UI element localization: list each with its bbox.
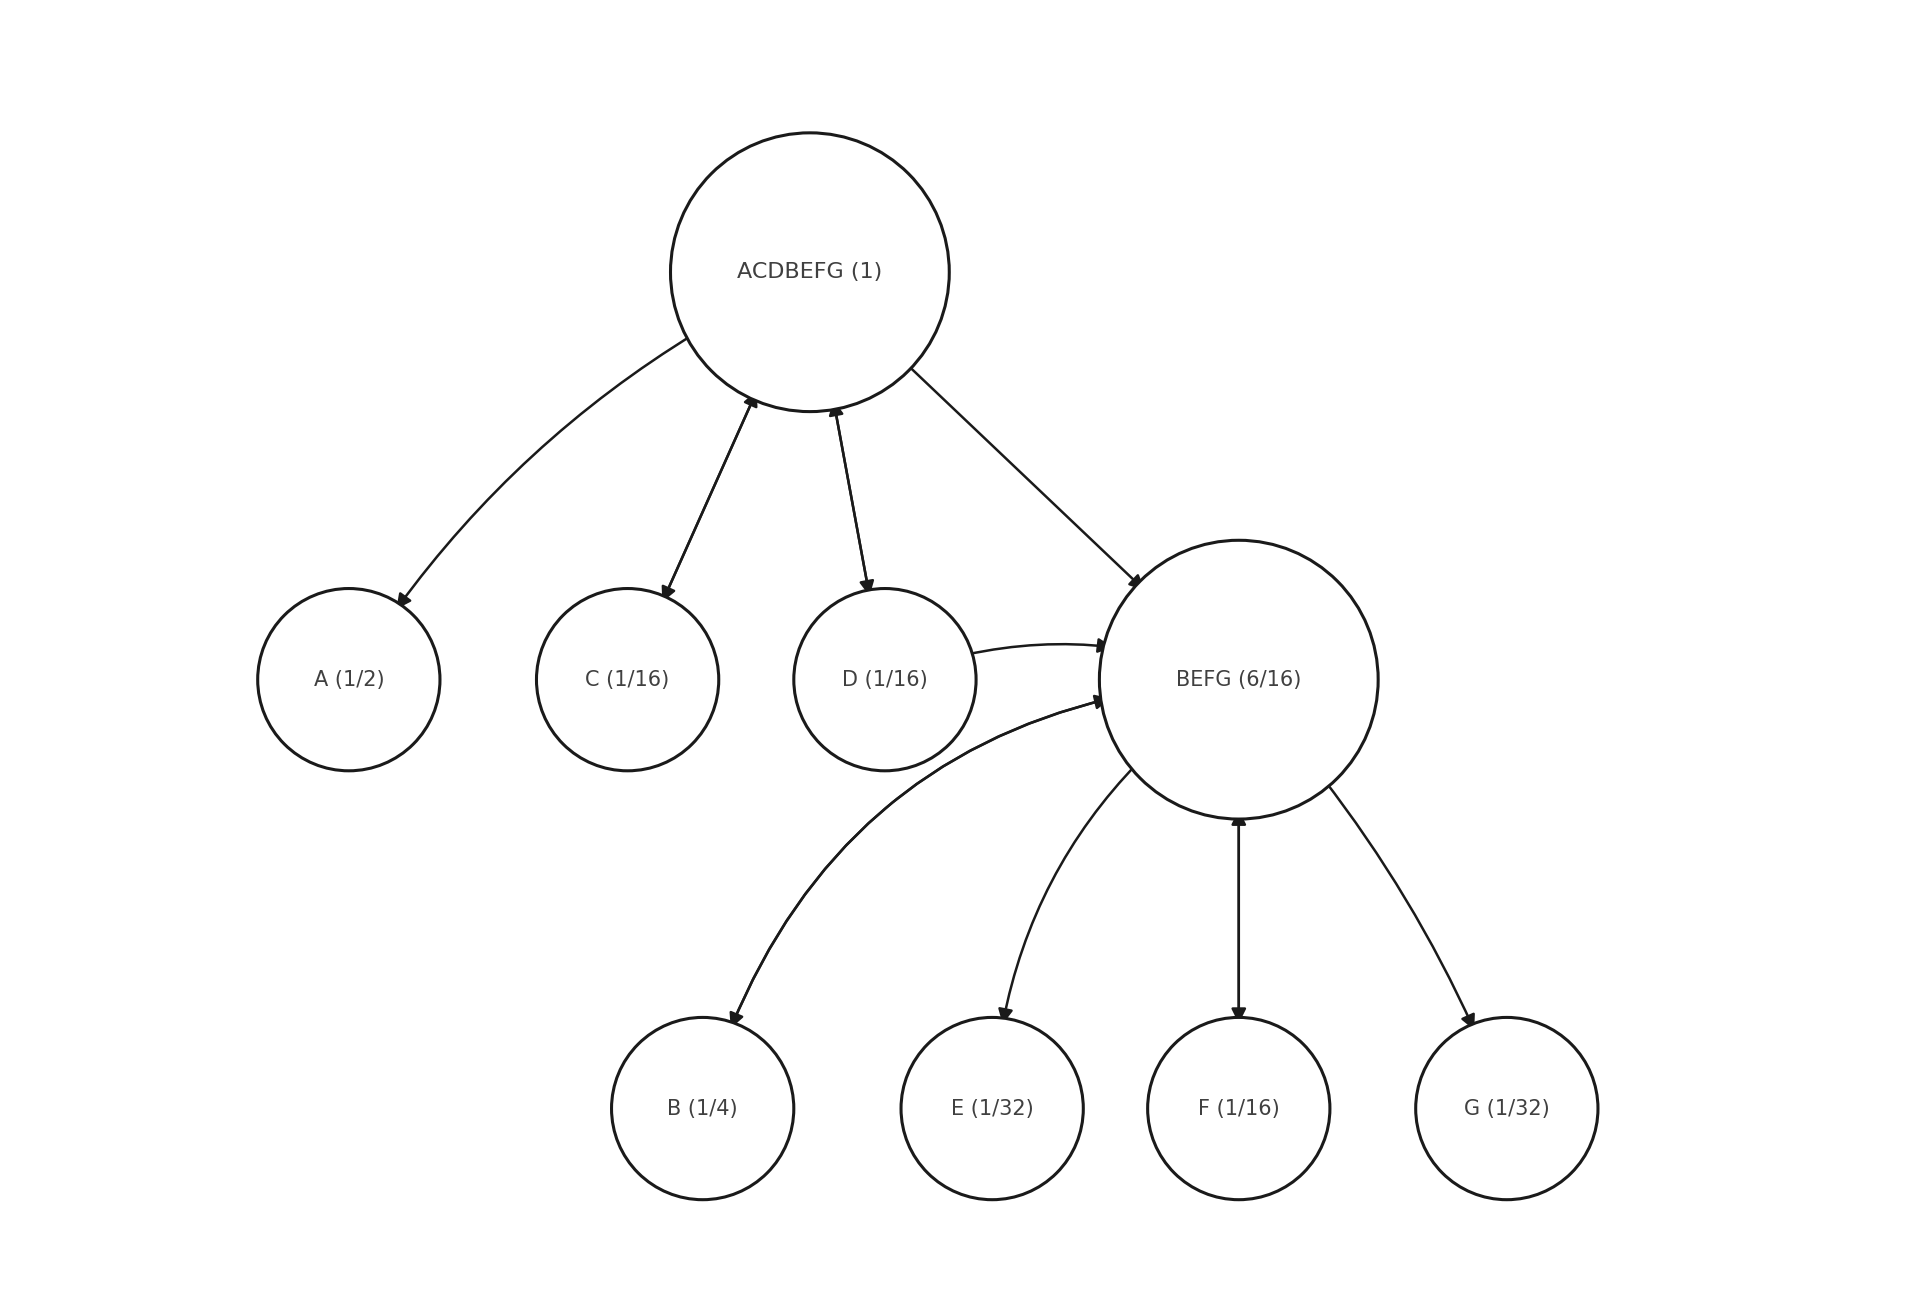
Circle shape	[900, 1018, 1083, 1199]
Circle shape	[670, 133, 948, 412]
Circle shape	[257, 588, 440, 771]
Circle shape	[536, 588, 718, 771]
Circle shape	[1148, 1018, 1331, 1199]
Text: D (1/16): D (1/16)	[843, 670, 927, 690]
Text: C (1/16): C (1/16)	[586, 670, 670, 690]
Circle shape	[612, 1018, 793, 1199]
Circle shape	[1100, 540, 1379, 818]
Circle shape	[1415, 1018, 1597, 1199]
Text: BEFG (6/16): BEFG (6/16)	[1177, 670, 1302, 690]
Text: B (1/4): B (1/4)	[668, 1098, 737, 1119]
Circle shape	[793, 588, 975, 771]
Text: A (1/2): A (1/2)	[313, 670, 384, 690]
Text: E (1/32): E (1/32)	[950, 1098, 1033, 1119]
Text: G (1/32): G (1/32)	[1463, 1098, 1549, 1119]
Text: ACDBEFG (1): ACDBEFG (1)	[737, 262, 883, 282]
Text: F (1/16): F (1/16)	[1198, 1098, 1279, 1119]
